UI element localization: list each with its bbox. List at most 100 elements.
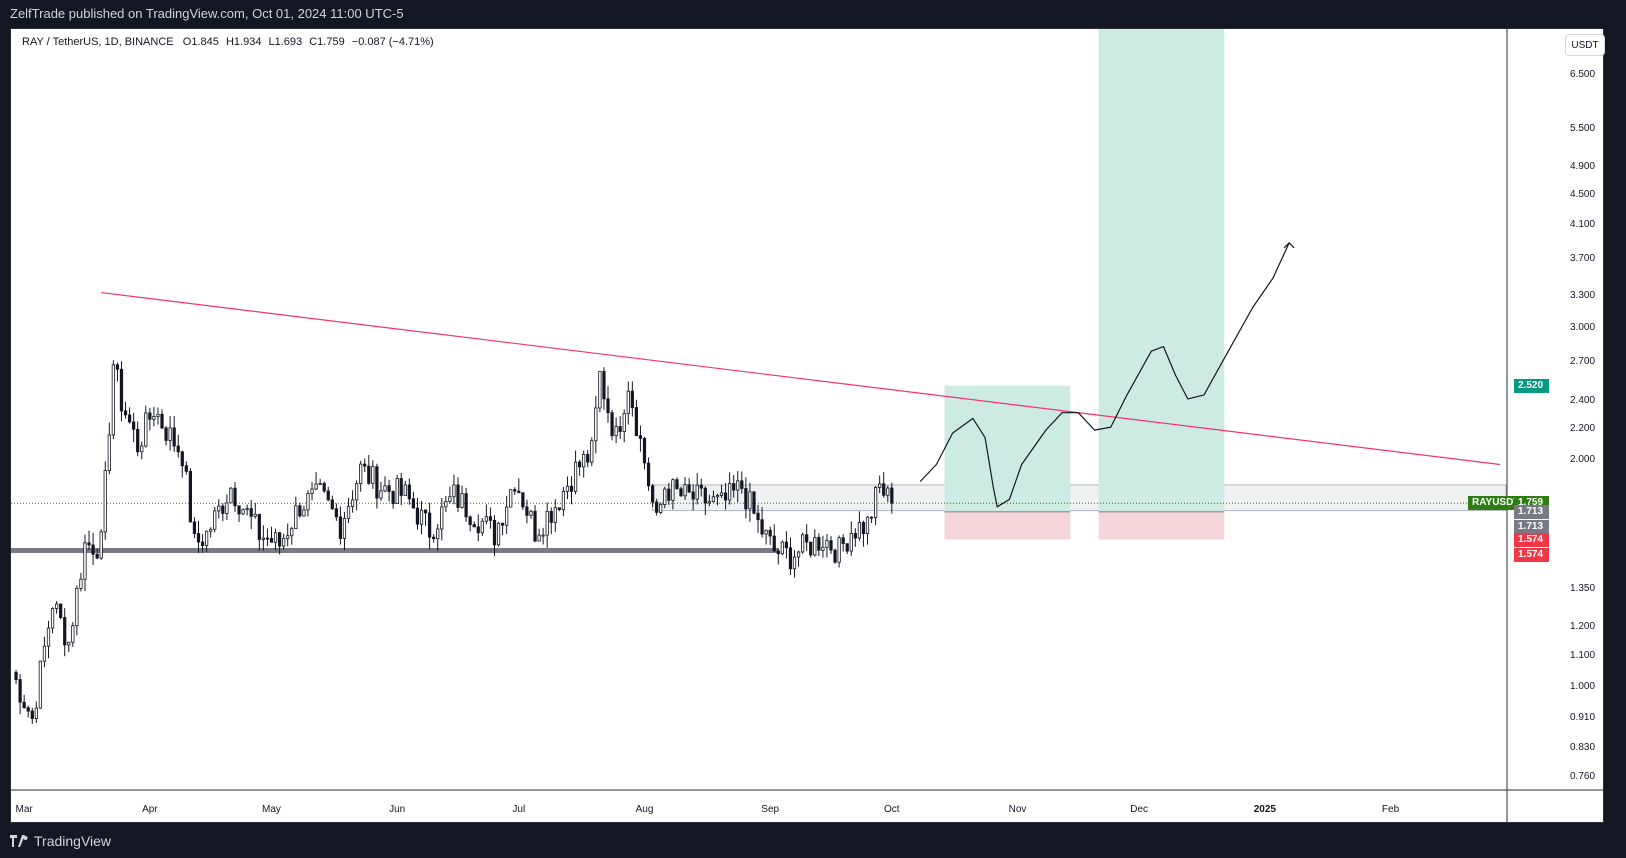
x-tick-label: Jun	[389, 804, 406, 815]
candle	[573, 450, 578, 495]
candle	[788, 537, 793, 576]
candle-body	[650, 485, 655, 503]
candle-body	[107, 434, 111, 471]
candle-body	[18, 679, 22, 703]
candle	[200, 534, 205, 553]
candle-body	[265, 537, 270, 540]
candles	[14, 360, 894, 724]
y-tick-label: 3.300	[1570, 290, 1596, 302]
candle	[350, 490, 355, 513]
close-label: C	[309, 36, 318, 48]
high-value: 1.934	[233, 36, 262, 48]
publisher-header: ZelfTrade published on TradingView.com, …	[10, 6, 404, 21]
candle	[829, 536, 833, 555]
candle-body	[594, 407, 598, 442]
candle-body	[801, 534, 805, 553]
candle-body	[403, 484, 407, 496]
candle-body	[723, 492, 728, 501]
candle	[764, 529, 768, 545]
chart-frame[interactable]	[10, 28, 1604, 823]
candle-body	[419, 509, 424, 525]
position-zones	[652, 29, 1507, 540]
candle	[411, 491, 416, 509]
close-value: 1.759	[317, 36, 345, 48]
candle-body	[663, 488, 667, 506]
candle-body	[371, 466, 375, 484]
candle-body	[184, 465, 188, 472]
candle-body	[427, 512, 432, 538]
candle	[383, 476, 387, 493]
tradingview-logo[interactable]: TradingView	[10, 824, 111, 858]
candle	[650, 483, 655, 507]
candle	[732, 475, 736, 498]
candle-body	[784, 541, 789, 549]
candle	[492, 515, 497, 557]
candle-body	[817, 536, 821, 551]
candle-body	[788, 547, 793, 570]
candle-body	[290, 528, 294, 537]
candle-body	[269, 538, 274, 543]
candle-body	[456, 484, 460, 508]
candle-body	[667, 488, 671, 501]
projection-path	[919, 242, 1290, 508]
candle-body	[221, 505, 225, 514]
candle-body	[780, 541, 784, 555]
candle	[484, 504, 488, 525]
candle-body	[837, 537, 841, 563]
candle	[460, 485, 464, 509]
candle	[448, 486, 452, 504]
candle	[314, 471, 318, 491]
candle	[801, 532, 805, 554]
candle-body	[302, 509, 306, 517]
candle-body	[882, 483, 886, 496]
candle	[176, 434, 180, 458]
candle	[123, 401, 128, 419]
candle	[780, 540, 784, 556]
candle	[83, 534, 87, 592]
candle-body	[144, 412, 148, 447]
candle	[156, 407, 160, 425]
x-tick-label: Aug	[635, 804, 654, 815]
candle	[719, 484, 724, 499]
candle-body	[833, 549, 837, 563]
candle-body	[671, 479, 675, 501]
candle	[148, 407, 152, 431]
candle-body	[30, 710, 34, 719]
projection-arrowhead	[1283, 242, 1295, 249]
candle-body	[50, 608, 55, 629]
candle	[346, 497, 351, 524]
candle-body	[282, 538, 286, 547]
candle-body	[537, 534, 541, 542]
candle-body	[687, 484, 691, 493]
candle-body	[464, 493, 468, 518]
candle	[740, 471, 744, 494]
candle	[87, 530, 91, 551]
candle	[517, 478, 521, 494]
candle-body	[496, 522, 501, 546]
candle-body	[375, 466, 379, 499]
y-tick-label: 0.760	[1570, 770, 1596, 782]
candle	[273, 528, 278, 551]
profit-zone-2	[1098, 29, 1225, 512]
candle-body	[298, 505, 302, 517]
candle	[18, 674, 22, 715]
candle-body	[845, 543, 849, 552]
currency-button[interactable]: USDT	[1565, 34, 1605, 56]
candle	[505, 495, 509, 534]
candle	[298, 502, 302, 518]
candle-body	[119, 368, 124, 412]
candle	[127, 407, 132, 424]
candle-body	[253, 513, 257, 517]
symbol-name[interactable]: RAY / TetherUS, 1D, BINANCE	[22, 36, 174, 48]
candle	[67, 641, 71, 652]
candle	[54, 601, 59, 614]
candle-body	[707, 501, 711, 504]
candle	[630, 381, 634, 417]
candle	[509, 489, 513, 508]
y-tick-label: 6.500	[1570, 68, 1596, 80]
candle-body	[813, 536, 817, 556]
y-tick-label: 4.100	[1570, 219, 1596, 231]
candle-body	[841, 537, 845, 545]
candle	[192, 517, 197, 539]
